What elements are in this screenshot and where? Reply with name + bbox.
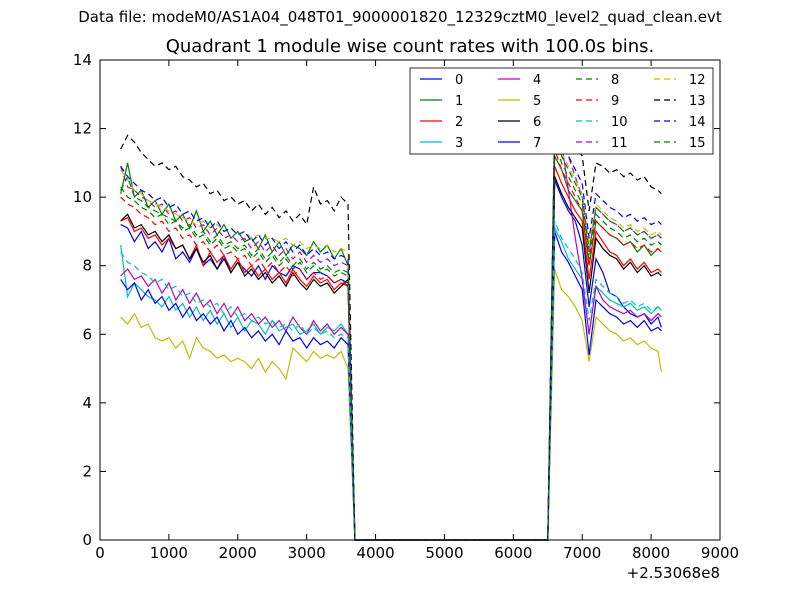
y-tick-label: 10 — [73, 188, 92, 206]
series-line-8 — [120, 142, 662, 541]
series-line-9 — [120, 148, 662, 541]
legend-label-11: 11 — [611, 136, 628, 151]
x-tick-label: 8000 — [632, 544, 670, 562]
x-tick-label: 3000 — [288, 544, 326, 562]
y-tick-label: 4 — [82, 394, 92, 412]
y-tick-label: 6 — [82, 325, 92, 343]
series-line-11 — [120, 106, 662, 541]
legend-label-13: 13 — [689, 94, 706, 109]
chart-title: Quadrant 1 module wise count rates with … — [165, 36, 655, 57]
legend-label-12: 12 — [689, 73, 706, 88]
x-tick-label: 1000 — [150, 544, 188, 562]
x-tick-label: 9000 — [701, 544, 739, 562]
legend-label-4: 4 — [533, 73, 541, 88]
y-tick-label: 0 — [82, 531, 92, 549]
x-tick-label: 7000 — [563, 544, 601, 562]
x-tick-label: 2000 — [219, 544, 257, 562]
y-tick-label: 14 — [73, 51, 92, 69]
figure-suptitle: Data file: modeM0/AS1A04_048T01_90000018… — [78, 8, 722, 26]
axes-frame — [99, 59, 721, 541]
legend-label-9: 9 — [611, 94, 619, 109]
y-tick-label: 12 — [73, 120, 92, 138]
legend-label-10: 10 — [611, 115, 628, 130]
series-line-14 — [120, 121, 662, 541]
legend-box — [409, 67, 714, 155]
x-offset-label: +2.53068e8 — [627, 564, 720, 582]
x-tick-label: 4000 — [356, 544, 394, 562]
legend-label-8: 8 — [611, 73, 619, 88]
x-tick-label: 6000 — [494, 544, 532, 562]
y-tick-label: 2 — [82, 462, 92, 480]
legend-label-5: 5 — [533, 94, 541, 109]
x-tick-label: 0 — [95, 544, 105, 562]
legend-label-0: 0 — [455, 73, 463, 88]
legend-label-14: 14 — [689, 115, 706, 130]
y-tick-label: 8 — [82, 257, 92, 275]
legend-label-15: 15 — [689, 136, 706, 151]
x-tick-label: 5000 — [425, 544, 463, 562]
legend-label-2: 2 — [455, 115, 463, 130]
legend-label-7: 7 — [533, 136, 541, 151]
legend-label-3: 3 — [455, 136, 463, 151]
legend-label-1: 1 — [455, 94, 463, 109]
legend-label-6: 6 — [533, 115, 541, 130]
